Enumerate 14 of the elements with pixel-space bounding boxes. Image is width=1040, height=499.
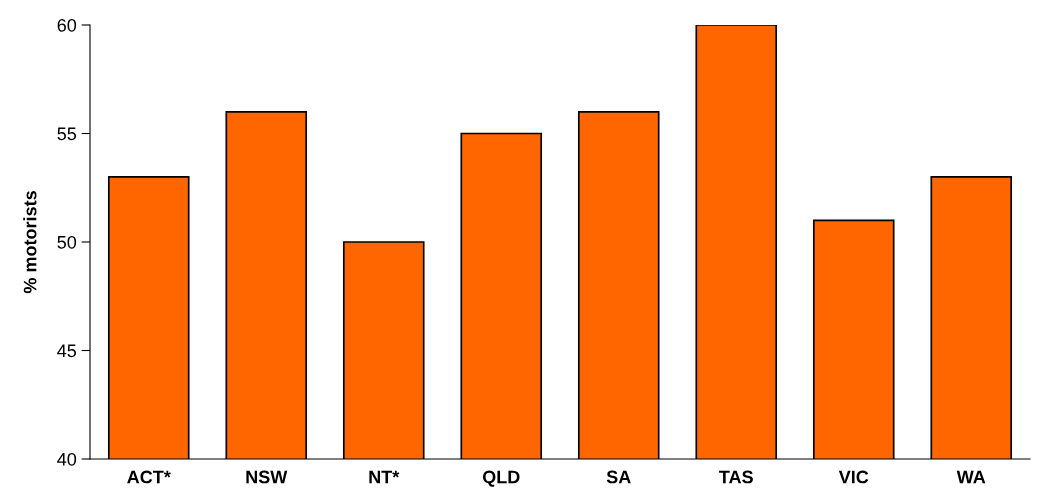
x-tick-label: NT* [369, 470, 400, 484]
y-tick-label: 60 [57, 18, 77, 32]
y-axis-title: % motorists [23, 191, 37, 294]
x-tick-label: ACT* [127, 470, 171, 484]
x-tick-label: NSW [246, 470, 288, 484]
y-tick-label: 40 [57, 452, 77, 466]
y-tick-label: 50 [57, 235, 77, 249]
y-tick-label: 55 [57, 127, 77, 141]
y-tick-label: 45 [57, 344, 77, 358]
x-tick-label: SA [606, 470, 631, 484]
x-tick-label: VIC [838, 470, 869, 484]
x-tick-label: QLD [482, 470, 520, 487]
x-tick-label: TAS [719, 470, 753, 484]
x-tick-label: WA [956, 470, 986, 484]
